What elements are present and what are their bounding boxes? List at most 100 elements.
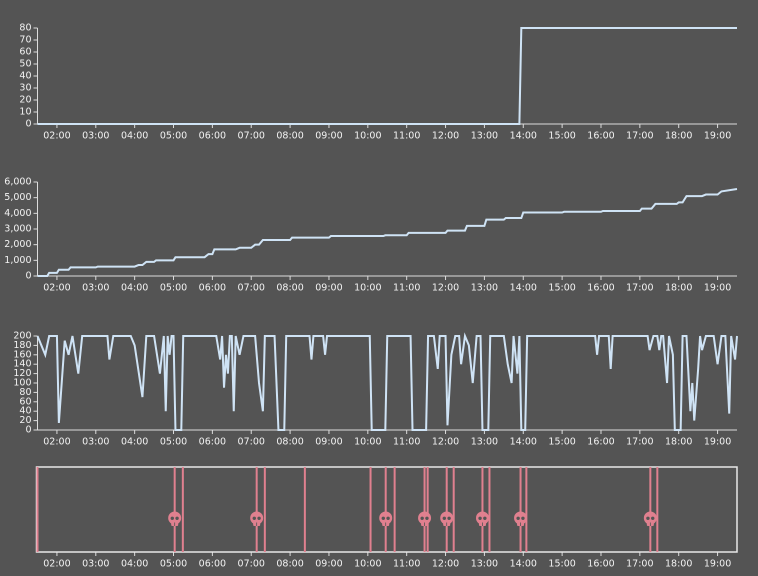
- x-tick-label: 13:00: [471, 131, 498, 142]
- x-tick-label: 13:00: [471, 559, 498, 570]
- x-tick-label: 16:00: [587, 559, 614, 570]
- x-tick-label: 19:00: [704, 437, 731, 448]
- x-tick-label: 17:00: [626, 559, 653, 570]
- x-tick-label: 12:00: [432, 437, 459, 448]
- skull-eye: [386, 516, 390, 520]
- x-tick-label: 10:00: [354, 131, 381, 142]
- x-tick-label: 09:00: [315, 559, 342, 570]
- data-line: [37, 188, 738, 277]
- x-tick-label: 16:00: [587, 283, 614, 294]
- skull-eye: [442, 516, 447, 520]
- skull-icon: [379, 511, 393, 526]
- skull-icon: [643, 511, 657, 526]
- skull-head: [475, 511, 489, 525]
- x-tick-label: 05:00: [160, 283, 187, 294]
- x-tick-label: 15:00: [548, 283, 575, 294]
- x-tick-label: 10:00: [354, 559, 381, 570]
- x-tick-label: 05:00: [160, 437, 187, 448]
- x-tick-label: 14:00: [510, 437, 537, 448]
- skull-eye: [420, 516, 424, 520]
- skull-eye: [175, 516, 179, 520]
- y-tick-label: 30: [19, 83, 31, 94]
- y-tick-label: 160: [13, 349, 31, 360]
- y-tick-label: 20: [19, 95, 31, 106]
- skull-icon: [250, 511, 264, 526]
- chart-panel: 02:00 03:00 04:00 05:00 06:00 07:00 08:00 09:00…: [13, 331, 738, 448]
- y-tick-label: 6,000: [4, 177, 31, 188]
- x-tick-label: 17:00: [626, 131, 653, 142]
- y-tick-label: 0: [25, 271, 31, 282]
- skull-eye: [425, 516, 429, 520]
- y-tick-label: 80: [19, 387, 31, 398]
- skull-eye: [483, 516, 487, 520]
- skull-eye: [381, 516, 385, 520]
- x-tick-label: 10:00: [354, 437, 381, 448]
- data-line: [36, 332, 738, 431]
- skull-head: [514, 511, 528, 525]
- skull-eye: [646, 516, 650, 520]
- x-tick-label: 07:00: [238, 559, 265, 570]
- y-tick-label: 140: [13, 359, 31, 370]
- x-tick-label: 06:00: [199, 131, 226, 142]
- x-tick-label: 05:00: [160, 559, 187, 570]
- skull-eye: [257, 516, 261, 520]
- x-tick-label: 14:00: [510, 131, 537, 142]
- x-tick-label: 15:00: [548, 131, 575, 142]
- x-tick-label: 11:00: [393, 437, 420, 448]
- x-tick-label: 13:00: [471, 283, 498, 294]
- skull-eye: [651, 516, 655, 520]
- skull-eye: [521, 516, 525, 520]
- x-tick-label: 04:00: [121, 131, 148, 142]
- x-tick-label: 04:00: [121, 283, 148, 294]
- x-tick-label: 11:00: [393, 559, 420, 570]
- x-tick-label: 19:00: [704, 131, 731, 142]
- x-tick-label: 06:00: [199, 437, 226, 448]
- x-tick-label: 08:00: [276, 559, 303, 570]
- x-tick-label: 13:00: [471, 437, 498, 448]
- x-tick-label: 14:00: [510, 559, 537, 570]
- y-tick-label: 180: [13, 340, 31, 351]
- x-tick-label: 16:00: [587, 131, 614, 142]
- skull-eye: [252, 516, 256, 520]
- y-tick-label: 70: [19, 35, 31, 46]
- y-tick-label: 40: [19, 406, 31, 417]
- x-tick-label: 18:00: [665, 437, 692, 448]
- skull-icon: [168, 511, 182, 526]
- x-tick-label: 18:00: [665, 131, 692, 142]
- x-tick-label: 11:00: [393, 283, 420, 294]
- x-tick-label: 09:00: [315, 437, 342, 448]
- x-tick-label: 02:00: [43, 437, 70, 448]
- y-tick-label: 20: [19, 415, 31, 426]
- y-tick-label: 10: [19, 107, 31, 118]
- y-tick-label: 1,000: [4, 255, 31, 266]
- x-tick-label: 02:00: [43, 559, 70, 570]
- data-line: [37, 27, 737, 125]
- y-tick-label: 120: [13, 368, 31, 379]
- skull-eye: [478, 516, 482, 520]
- x-tick-label: 03:00: [82, 131, 109, 142]
- x-tick-label: 08:00: [276, 437, 303, 448]
- x-tick-label: 08:00: [276, 131, 303, 142]
- x-tick-label: 08:00: [276, 283, 303, 294]
- x-tick-label: 10:00: [354, 283, 381, 294]
- x-tick-label: 09:00: [315, 131, 342, 142]
- x-tick-label: 02:00: [43, 131, 70, 142]
- chart-panel: 02:00 03:00 04:00 05:00 06:00 07:00 08:00 09:00…: [4, 177, 738, 294]
- chart-panel: 02:00 03:00 04:00 05:00 06:00 07:00 08:00 09:00…: [35, 466, 738, 570]
- y-tick-label: 60: [19, 47, 31, 58]
- x-tick-label: 06:00: [199, 283, 226, 294]
- y-tick-label: 200: [13, 331, 31, 342]
- skull-eye: [447, 516, 451, 520]
- y-tick-label: 5,000: [4, 192, 31, 203]
- x-tick-label: 11:00: [393, 131, 420, 142]
- skull-icon: [418, 511, 432, 526]
- skull-icon: [514, 511, 528, 526]
- skull-icon: [440, 511, 454, 526]
- x-tick-label: 19:00: [704, 283, 731, 294]
- x-tick-label: 04:00: [121, 437, 148, 448]
- y-tick-label: 40: [19, 71, 31, 82]
- x-tick-label: 07:00: [238, 283, 265, 294]
- x-tick-label: 03:00: [82, 559, 109, 570]
